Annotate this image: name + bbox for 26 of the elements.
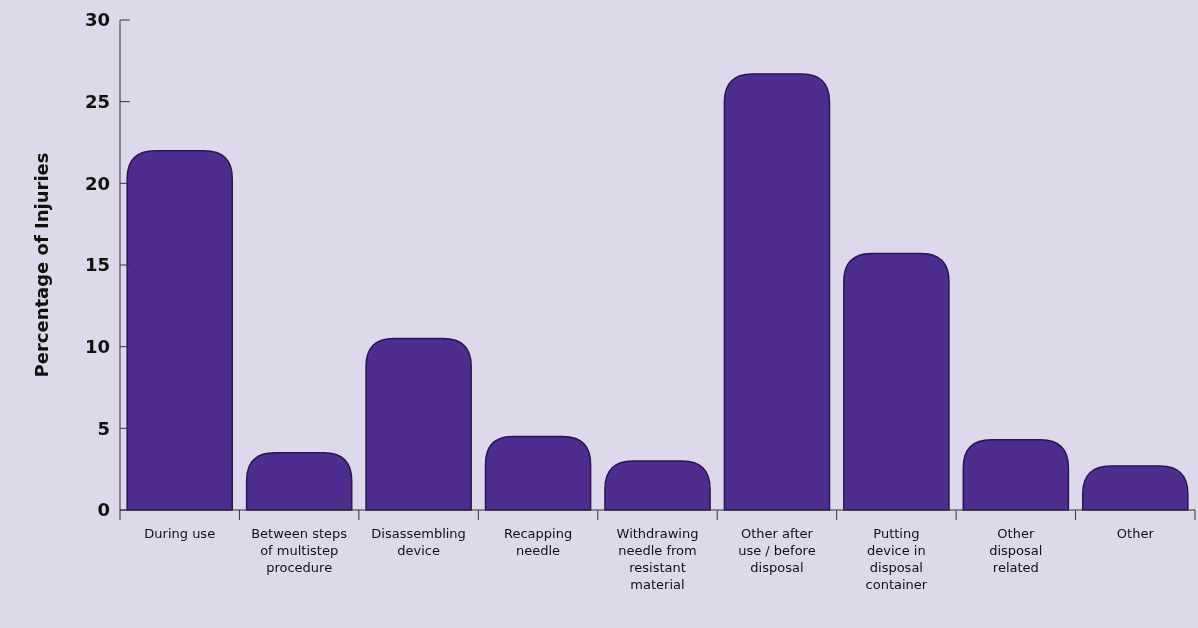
bar [723, 73, 831, 511]
bar [843, 252, 950, 511]
x-tick-label: Recapping needle [503, 526, 573, 558]
x-tick-label: Between steps of multistep procedure [251, 526, 348, 575]
bar [484, 435, 592, 511]
bar [962, 439, 1070, 511]
x-tick-label: Other after use / before disposal [738, 526, 816, 575]
bar [126, 149, 234, 511]
x-tick-label: Other [1116, 526, 1155, 541]
x-tick-label: During use [144, 526, 216, 541]
bar [245, 452, 353, 511]
y-tick-label: 10 [84, 335, 110, 357]
y-tick-label: 15 [84, 254, 110, 276]
x-tick-label: Other disposal related [989, 526, 1043, 575]
y-tick-label: 20 [84, 172, 110, 194]
y-axis-title: Percentage of Injuries [31, 152, 52, 378]
x-tick-label: Putting device in disposal container [865, 526, 928, 592]
bar [604, 460, 711, 511]
bar [1081, 465, 1189, 511]
y-tick-label: 25 [84, 90, 110, 112]
x-tick-label: Disassembling device [371, 526, 466, 558]
y-tick-label: 30 [84, 9, 110, 31]
y-tick-label: 5 [97, 417, 110, 439]
y-tick-label: 0 [97, 499, 110, 521]
x-tick-label: Withdrawing needle from resistant material [616, 526, 699, 592]
bar [365, 337, 472, 511]
